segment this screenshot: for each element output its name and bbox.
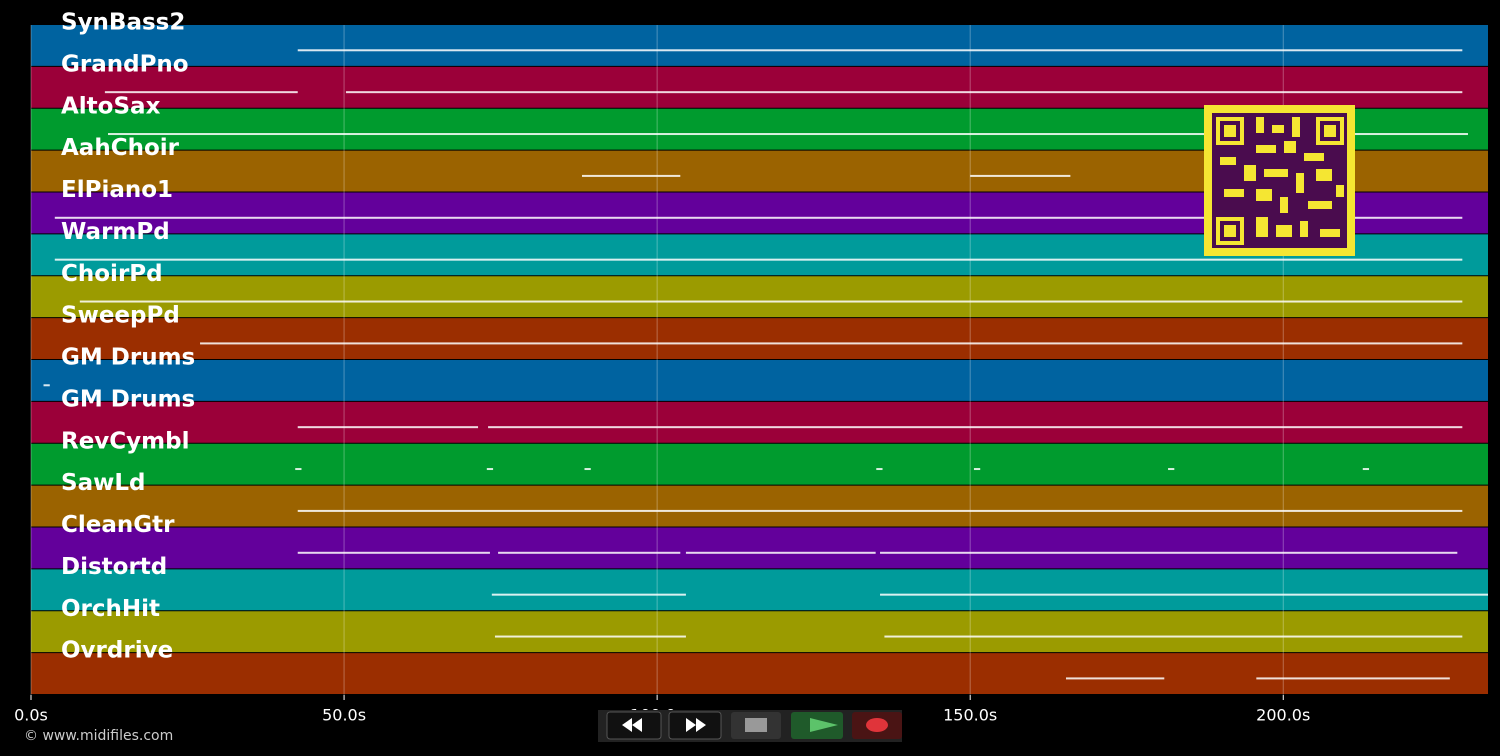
play-button[interactable]: [791, 712, 843, 739]
transport-controls: [598, 710, 902, 742]
note-span: [297, 426, 479, 429]
track-name: OrchHit: [61, 596, 160, 622]
track-row: [31, 276, 1488, 318]
track-row: [31, 527, 1488, 569]
note-span: [486, 468, 494, 471]
x-tick-label: 200.0s: [1256, 706, 1310, 725]
track-name: SawLd: [61, 470, 145, 496]
note-span: [488, 426, 1463, 429]
track-name: SynBass2: [61, 10, 185, 36]
note-span: [1362, 468, 1370, 471]
note-span: [581, 174, 681, 177]
note-span: [297, 509, 1463, 512]
track-row: [31, 360, 1488, 401]
note-span: [1065, 677, 1165, 680]
fast-forward-button[interactable]: [668, 711, 722, 740]
note-span: [295, 468, 302, 471]
track-row: [31, 611, 1488, 653]
track-name: RevCymbl: [61, 428, 190, 454]
track-name: GM Drums: [61, 345, 195, 371]
x-tick-label: 0.0s: [14, 706, 48, 725]
note-span: [104, 91, 298, 94]
qr-code: [1204, 105, 1355, 256]
note-span: [1168, 468, 1175, 471]
track-row: [31, 485, 1488, 527]
track-row: [31, 66, 1488, 108]
record-button[interactable]: [852, 712, 902, 739]
note-span: [973, 468, 981, 471]
note-span: [1256, 677, 1450, 680]
note-span: [345, 91, 1463, 94]
note-span: [498, 551, 681, 554]
track-row: [31, 25, 1488, 66]
track-name: Ovrdrive: [61, 638, 173, 664]
track-name: GrandPno: [61, 51, 189, 77]
copyright: © www.midifiles.com: [24, 728, 173, 744]
track-name: AahChoir: [61, 135, 180, 161]
note-span: [297, 551, 490, 554]
note-span: [108, 133, 1468, 136]
track-row: [31, 569, 1488, 611]
note-span: [685, 551, 876, 554]
note-span: [970, 174, 1071, 177]
note-span: [54, 216, 1463, 219]
track-row: [31, 401, 1488, 443]
note-span: [43, 384, 50, 387]
track-name: ElPiano1: [61, 177, 173, 203]
note-span: [876, 468, 883, 471]
note-span: [491, 593, 686, 596]
x-tick-label: 50.0s: [322, 706, 366, 725]
track-row: [31, 653, 1488, 694]
note-span: [200, 342, 1463, 345]
track-name: ChoirPd: [61, 261, 163, 287]
note-span: [880, 593, 1488, 596]
track-row: [31, 443, 1488, 485]
track-row: [31, 318, 1488, 359]
track-name: GM Drums: [61, 386, 195, 412]
track-name: CleanGtr: [61, 512, 175, 538]
note-span: [79, 300, 1463, 303]
note-span: [54, 258, 1463, 261]
track-name: WarmPd: [61, 219, 170, 245]
stop-button[interactable]: [731, 712, 781, 739]
track-name: SweepPd: [61, 303, 180, 329]
track-name: AltoSax: [61, 93, 161, 119]
note-span: [494, 635, 686, 638]
track-name: Distortd: [61, 554, 167, 580]
note-span: [880, 551, 1458, 554]
note-span: [884, 635, 1463, 638]
note-span: [297, 49, 1463, 52]
x-tick-label: 150.0s: [943, 706, 997, 725]
note-span: [584, 468, 591, 471]
rewind-button[interactable]: [606, 711, 662, 740]
